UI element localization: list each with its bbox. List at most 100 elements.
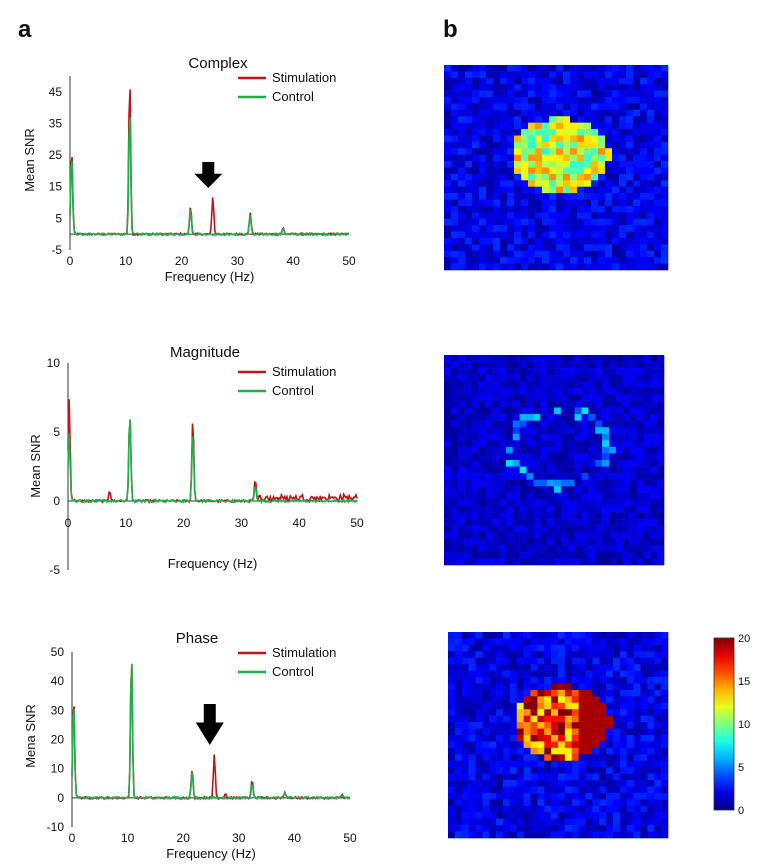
heatmap-cell [535, 71, 543, 79]
heatmap-cell [500, 65, 508, 72]
heatmap-cell [479, 218, 487, 226]
heatmap-cell [519, 486, 527, 494]
heatmap-cell [647, 767, 655, 774]
heatmap-cell [578, 696, 586, 704]
heatmap-cell [564, 767, 573, 774]
heatmap-cell [584, 109, 592, 117]
heatmap-cell [622, 492, 630, 500]
heatmap-cell [574, 361, 582, 369]
heatmap-cell [585, 651, 593, 659]
heatmap-cell [519, 512, 527, 520]
heatmap-cell [444, 532, 452, 540]
heatmap-cell [486, 193, 494, 200]
heatmap-cell [606, 812, 614, 819]
heatmap-cell [626, 154, 634, 162]
heatmap-cell [636, 420, 644, 428]
heatmap-cell [514, 71, 522, 79]
heatmap-cell [493, 225, 501, 232]
heatmap-cell [485, 414, 493, 421]
heatmap-cell [595, 446, 603, 454]
heatmap-cell [591, 122, 599, 130]
heatmap-cell [509, 786, 518, 794]
heatmap-cell [464, 368, 472, 375]
heatmap-cell [640, 754, 648, 762]
heatmap-cell [595, 361, 603, 369]
heatmap-cell [464, 374, 472, 382]
heatmap-cell [570, 109, 578, 117]
heatmap-cell [567, 407, 575, 415]
heatmap-cell [528, 103, 536, 111]
heatmap-cell [650, 387, 658, 395]
heatmap-cell [619, 670, 628, 678]
heatmap-cell [512, 512, 520, 520]
heatmap-cell [647, 212, 655, 220]
heatmap-cell [458, 141, 466, 149]
heatmap-cell [528, 77, 536, 85]
heatmap-cell [486, 71, 494, 79]
heatmap-cell [530, 651, 538, 659]
heatmap-cell [661, 754, 669, 762]
heatmap-cell [533, 387, 541, 395]
heatmap-cell [444, 148, 452, 155]
heatmap-cell [542, 109, 550, 117]
heatmap-cell [493, 141, 501, 149]
heatmap-cell [468, 638, 476, 646]
heatmap-cell [465, 167, 473, 175]
heatmap-cell [454, 818, 463, 826]
heatmap-cell [489, 767, 497, 774]
heatmap-cell [578, 741, 586, 749]
heatmap-cell [571, 715, 579, 723]
heatmap-cell [493, 186, 501, 194]
heatmap-cell [599, 644, 607, 652]
heatmap-cell [661, 657, 669, 665]
heatmap-cell [657, 499, 665, 507]
heatmap-cell [558, 780, 566, 787]
heatmap-cell [661, 109, 669, 117]
heatmap-cell [585, 728, 593, 736]
heatmap-cell [523, 670, 531, 678]
heatmap-cell [598, 90, 606, 98]
heatmap-cell [519, 499, 527, 507]
heatmap-cell [549, 148, 557, 155]
heatmap-cell [619, 180, 627, 188]
heatmap-cell [595, 460, 603, 467]
heatmap-cell [519, 525, 527, 533]
heatmap-cell [492, 446, 500, 454]
heatmap-cell [535, 237, 543, 245]
heatmap-cell [516, 728, 524, 736]
heatmap-cell [605, 116, 613, 123]
heatmap-cell [461, 754, 469, 762]
heatmap-cell [619, 167, 627, 175]
heatmap-cell [599, 735, 607, 742]
heatmap-cell [657, 400, 665, 408]
heatmap-cell [643, 440, 651, 448]
heatmap-cell [650, 558, 658, 566]
heatmap-cell [464, 400, 472, 408]
heatmap-cell [482, 767, 490, 774]
heatmap-cell [556, 257, 564, 264]
heatmap-cell [505, 473, 514, 480]
heatmap-cell [647, 825, 655, 832]
heatmap-cell [633, 664, 641, 671]
heatmap-cell [619, 218, 627, 226]
heatmap-cell [588, 355, 596, 362]
heatmap-cell [537, 792, 545, 800]
heatmap-cell [571, 812, 579, 819]
heatmap-cell [482, 696, 490, 704]
heatmap-cell [530, 780, 538, 787]
heatmap-cell [636, 368, 644, 375]
heatmap-cell [612, 97, 620, 104]
heatmap-cell [612, 167, 620, 175]
heatmap-cell [499, 446, 507, 454]
heatmap-cell [556, 129, 564, 136]
heatmap-cell [581, 545, 589, 553]
heatmap-cell [585, 773, 593, 781]
heatmap-cell [606, 664, 614, 671]
heatmap-cell [544, 741, 552, 749]
heatmap-cell [571, 638, 579, 646]
heatmap-cell [461, 786, 469, 794]
heatmap-cell [626, 263, 634, 271]
heatmap-cell [521, 180, 529, 188]
heatmap-cell [612, 225, 620, 232]
heatmap-cell [537, 689, 545, 697]
